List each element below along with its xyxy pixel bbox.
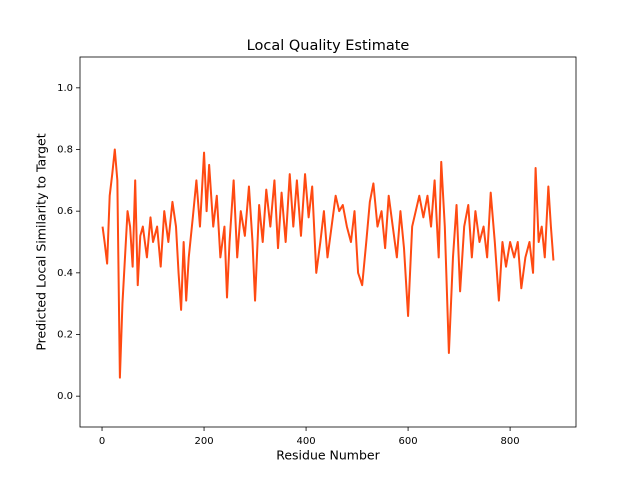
y-tick-label: 0.6 — [57, 206, 73, 217]
x-tick-label: 600 — [399, 436, 418, 447]
x-tick-label: 400 — [297, 436, 316, 447]
y-tick-label: 0.8 — [57, 145, 73, 156]
data-line — [101, 148, 555, 379]
y-tick-label: 0.0 — [57, 391, 73, 402]
x-axis-label: Residue Number — [276, 448, 380, 463]
x-tick-label: 800 — [501, 436, 520, 447]
plot-frame — [79, 56, 577, 428]
y-axis-label: Predicted Local Similarity to Target — [34, 133, 49, 350]
y-tick-label: 1.0 — [57, 83, 73, 94]
chart-title: Local Quality Estimate — [247, 38, 410, 54]
y-tick-label: 0.2 — [57, 330, 73, 341]
x-tick-label: 0 — [99, 436, 105, 447]
x-tick-label: 200 — [195, 436, 214, 447]
y-tick-label: 0.4 — [57, 268, 73, 279]
